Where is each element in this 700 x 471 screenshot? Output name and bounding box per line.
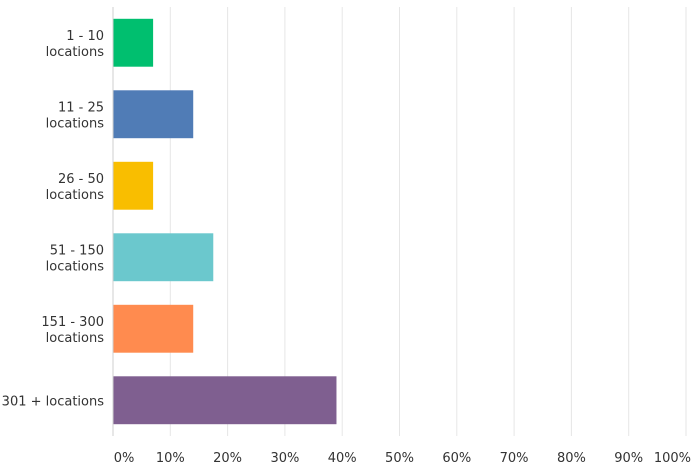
bar — [113, 233, 214, 282]
bar — [113, 90, 194, 139]
bars — [113, 18, 337, 425]
category-label: 26 - 50 — [58, 172, 104, 187]
x-tick-label: 90% — [614, 451, 643, 466]
x-tick-label: 30% — [270, 451, 299, 466]
category-label: locations — [46, 188, 105, 203]
x-tick-label: 20% — [213, 451, 242, 466]
x-tick-label: 70% — [500, 451, 529, 466]
gridlines — [169, 7, 687, 436]
category-label: locations — [46, 45, 105, 60]
x-tick-label: 100% — [654, 451, 691, 466]
x-tick-label: 40% — [328, 451, 357, 466]
x-tick-label: 10% — [156, 451, 185, 466]
category-label: 151 - 300 — [41, 315, 104, 330]
bar — [113, 304, 194, 353]
category-label: 11 - 25 — [58, 100, 104, 115]
category-label: 1 - 10 — [66, 29, 104, 44]
x-tick-label: 50% — [385, 451, 414, 466]
bar — [113, 18, 154, 67]
category-label: locations — [46, 331, 105, 346]
bar — [113, 161, 154, 210]
category-label: locations — [46, 116, 105, 131]
x-tick-label: 60% — [442, 451, 471, 466]
category-label: locations — [46, 259, 105, 274]
category-label: 301 + locations — [2, 394, 105, 409]
bar — [113, 376, 337, 425]
category-label: 51 - 150 — [50, 243, 104, 258]
x-tick-label: 0% — [114, 451, 135, 466]
x-tick-label: 80% — [557, 451, 586, 466]
x-tick-labels: 0% 10% 20% 30% 40% 50% 60% 70% 80% 90% 100% — [114, 451, 691, 466]
